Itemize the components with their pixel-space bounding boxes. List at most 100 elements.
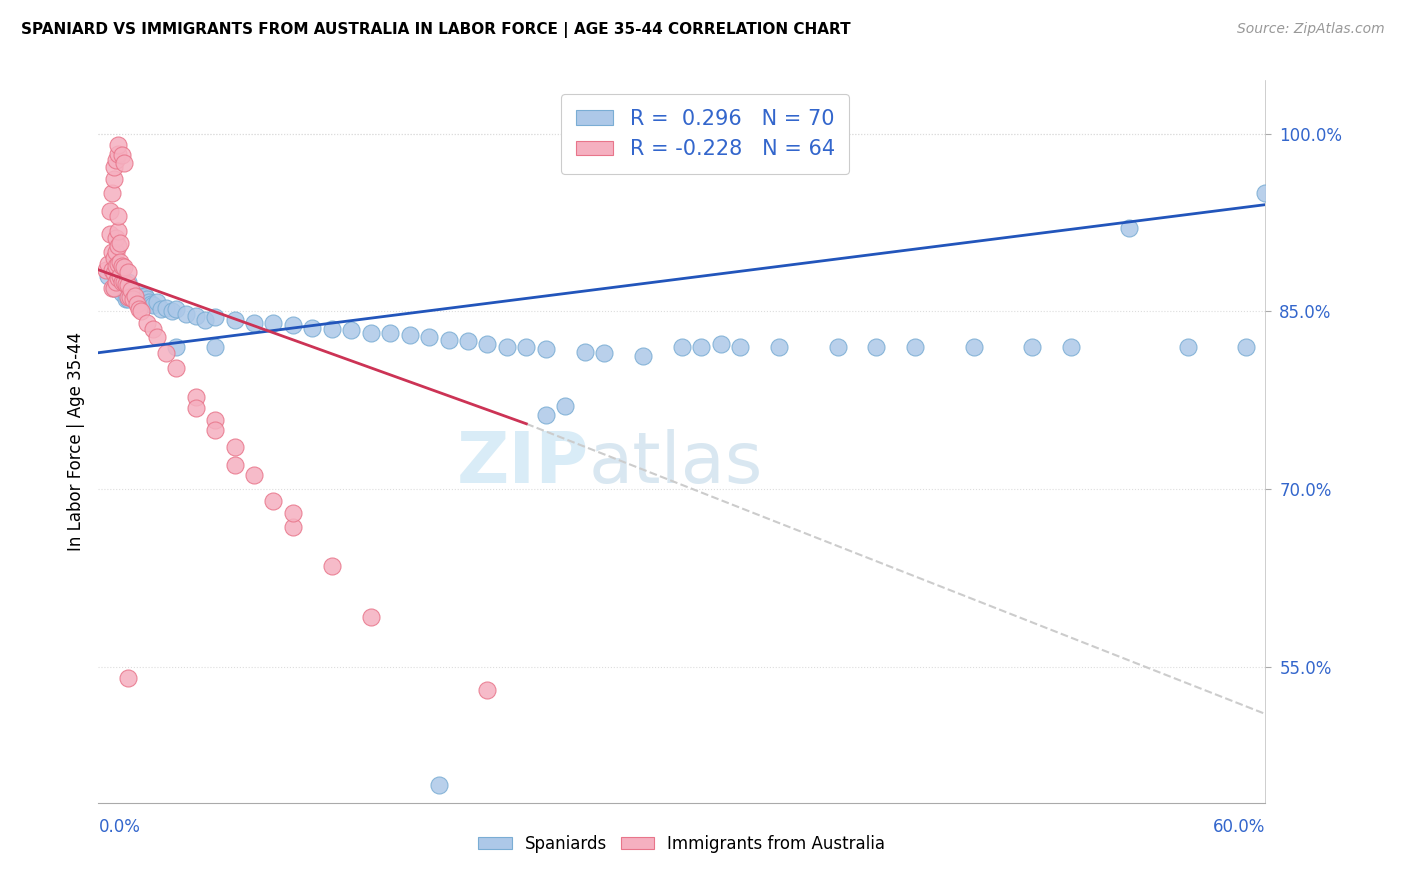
Point [101,245,124,260]
Point [904,340,927,354]
Point [103,171,125,186]
Point [129,290,152,304]
Point [224,312,246,326]
Point [124,284,146,298]
Point [865,340,887,354]
Point [184,401,207,416]
Point [730,340,752,354]
Point [108,254,131,268]
Point [204,423,226,437]
Point [165,301,187,316]
Text: 60.0%: 60.0% [1213,818,1265,836]
Point [112,280,135,294]
Point [165,340,187,354]
Point [827,340,849,354]
Point [477,683,499,698]
Point [104,153,127,167]
Text: 0.0%: 0.0% [98,818,141,836]
Point [281,520,304,534]
Point [204,413,226,427]
Point [321,322,343,336]
Point [1254,186,1277,200]
Point [121,283,143,297]
Point [496,340,519,354]
Point [427,778,450,792]
Point [129,304,152,318]
Point [184,309,207,323]
Point [121,286,143,301]
Point [108,268,131,283]
Point [103,280,125,294]
Point [107,275,129,289]
Point [98,203,121,218]
Point [97,257,120,271]
Point [128,286,150,301]
Point [114,277,136,291]
Point [593,345,616,359]
Point [107,257,129,271]
Point [128,301,150,316]
Point [127,297,149,311]
Text: SPANIARD VS IMMIGRANTS FROM AUSTRALIA IN LABOR FORCE | AGE 35-44 CORRELATION CHA: SPANIARD VS IMMIGRANTS FROM AUSTRALIA IN… [21,22,851,38]
Point [262,316,284,330]
Point [174,307,197,321]
Text: Source: ZipAtlas.com: Source: ZipAtlas.com [1237,22,1385,37]
Point [107,224,129,238]
Point [107,210,129,224]
Point [301,321,323,335]
Point [142,298,165,312]
Point [98,227,121,242]
Point [631,349,654,363]
Point [418,330,440,344]
Point [112,260,135,275]
Point [117,278,139,293]
Point [360,326,382,340]
Legend: Spaniards, Immigrants from Australia: Spaniards, Immigrants from Australia [472,828,891,860]
Point [111,259,134,273]
Point [107,138,129,153]
Point [108,235,131,250]
Point [107,239,129,253]
Point [111,268,134,283]
Point [103,251,125,265]
Point [103,266,125,280]
Y-axis label: In Labor Force | Age 35-44: In Labor Force | Age 35-44 [66,332,84,551]
Point [574,344,596,359]
Point [340,323,363,337]
Point [142,322,165,336]
Text: atlas: atlas [589,429,763,498]
Point [380,326,402,340]
Point [534,342,557,356]
Point [437,333,460,347]
Point [103,280,125,294]
Point [107,146,129,161]
Point [117,290,139,304]
Point [118,290,141,304]
Point [111,148,134,162]
Point [111,286,134,301]
Point [262,493,284,508]
Point [534,409,557,423]
Point [768,340,790,354]
Point [101,280,124,294]
Point [194,312,217,326]
Point [243,467,266,482]
Point [1234,340,1257,354]
Point [1118,221,1140,235]
Point [134,289,156,303]
Point [184,390,207,404]
Point [127,293,149,307]
Point [117,275,139,289]
Point [457,334,479,348]
Point [162,304,184,318]
Point [139,297,162,311]
Point [321,558,343,573]
Point [360,610,382,624]
Point [104,275,127,289]
Point [962,340,984,354]
Point [122,289,145,303]
Point [243,316,266,330]
Point [146,294,169,309]
Point [398,327,420,342]
Point [281,318,304,333]
